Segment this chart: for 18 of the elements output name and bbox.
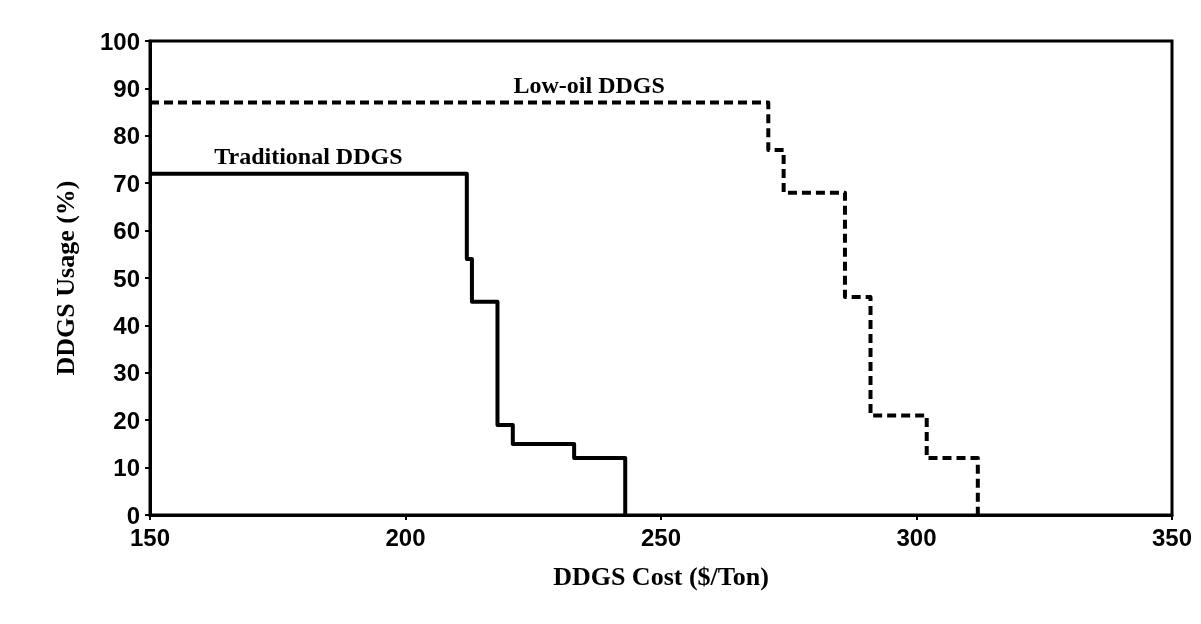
x-axis-title: DDGS Cost ($/Ton) xyxy=(553,561,769,591)
y-tick-label: 20 xyxy=(113,406,140,434)
series-label: Traditional DDGS xyxy=(214,142,403,169)
x-tick-label: 350 xyxy=(1151,523,1193,551)
y-tick-label: 50 xyxy=(113,264,140,292)
x-tick-label: 200 xyxy=(385,523,426,551)
y-tick-label: 100 xyxy=(99,27,140,55)
y-tick-label: 60 xyxy=(113,217,140,245)
y-tick-label: 10 xyxy=(113,454,140,482)
y-tick-label: 30 xyxy=(113,359,140,387)
series-label: Low-oil DDGS xyxy=(513,71,665,98)
y-axis-title: DDGS Usage (%) xyxy=(50,180,80,376)
x-tick-label: 300 xyxy=(896,523,937,551)
y-tick-label: 70 xyxy=(113,169,140,197)
y-tick-label: 90 xyxy=(113,74,140,102)
y-tick-label: 40 xyxy=(113,311,140,339)
x-tick-label: 250 xyxy=(640,523,682,551)
y-tick-label: 80 xyxy=(113,122,140,150)
